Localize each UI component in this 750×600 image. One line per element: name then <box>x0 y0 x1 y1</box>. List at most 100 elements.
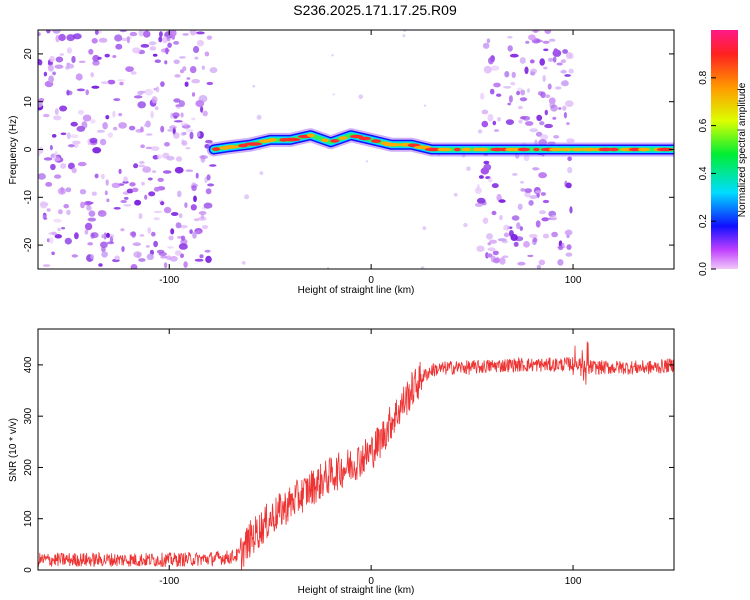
noise-blob <box>59 105 68 112</box>
carrier-hotspot <box>598 147 612 152</box>
noise-blob <box>542 40 550 44</box>
noise-blob <box>151 146 160 151</box>
noise-blob <box>175 156 183 162</box>
noise-blob <box>200 155 206 163</box>
noise-blob <box>153 87 158 91</box>
noise-blob <box>532 237 538 243</box>
noise-blob <box>184 202 188 209</box>
noise-blob <box>162 170 172 174</box>
noise-blob <box>77 161 87 167</box>
colorbar-tick-label: 0.0 <box>698 262 709 276</box>
noise-blob <box>502 255 509 258</box>
colorbar-tick-label: 0.2 <box>698 214 709 228</box>
noise-blob <box>204 249 211 253</box>
noise-blob <box>87 217 97 222</box>
noise-blob <box>99 138 107 146</box>
noise-blob <box>194 258 204 262</box>
noise-blob <box>562 105 567 111</box>
noise-blob <box>505 119 514 125</box>
noise-blob <box>91 38 98 44</box>
noise-blob <box>567 166 573 174</box>
noise-blob <box>130 264 138 269</box>
noise-blob <box>119 30 127 33</box>
noise-blob <box>542 199 550 204</box>
noise-blob <box>488 57 494 65</box>
noise-blob <box>71 254 79 258</box>
noise-blob <box>192 231 197 239</box>
noise-blob <box>530 68 538 74</box>
noise-blob <box>544 94 551 98</box>
noise-blob <box>90 254 94 260</box>
noise-blob <box>154 106 159 111</box>
noise-blob <box>178 213 183 219</box>
noise-blob <box>186 77 191 80</box>
noise-blob <box>104 53 110 58</box>
noise-blob <box>151 96 158 104</box>
noise-blob <box>98 263 103 267</box>
noise-blob <box>78 109 84 115</box>
noise-blob <box>548 38 556 42</box>
colorbar-tick-label: 0.6 <box>698 118 709 132</box>
noise-blob <box>50 163 56 171</box>
noise-blob <box>503 224 510 231</box>
noise-blob <box>499 257 506 265</box>
noise-blob <box>60 132 67 136</box>
noise-blob <box>493 82 501 88</box>
noise-blob <box>65 187 72 193</box>
noise-blob <box>516 222 521 230</box>
snr-xtick-label: -100 <box>159 576 179 587</box>
snr-ytick-label: 100 <box>23 510 34 527</box>
noise-blob <box>160 125 165 133</box>
noise-blob <box>55 56 64 63</box>
noise-blob <box>109 236 114 243</box>
noise-blob <box>173 132 180 139</box>
noise-blob <box>513 241 519 247</box>
noise-blob <box>189 66 197 74</box>
noise-blob <box>96 129 105 133</box>
noise-blob <box>204 51 210 57</box>
noise-blob <box>60 186 64 194</box>
noise-blob <box>207 183 215 187</box>
noise-blob <box>101 234 105 239</box>
noise-blob <box>66 47 72 54</box>
noise-blob <box>170 228 175 235</box>
noise-blob <box>76 88 85 92</box>
noise-blob <box>78 60 86 63</box>
noise-blob <box>170 212 179 216</box>
noise-blob <box>73 141 79 149</box>
noise-blob <box>120 199 127 204</box>
noise-blob <box>533 30 538 33</box>
noise-blob <box>122 180 129 184</box>
carrier-hotspot <box>571 147 584 152</box>
noise-blob <box>144 194 148 200</box>
noise-blob <box>498 199 506 203</box>
noise-blob <box>160 255 168 259</box>
noise-blob <box>180 132 186 136</box>
noise-blob <box>525 121 534 126</box>
noise-blob <box>565 52 573 59</box>
noise-blob <box>538 172 547 179</box>
noise-blob <box>66 89 70 96</box>
noise-blob <box>524 188 532 194</box>
noise-blob <box>527 254 534 258</box>
noise-blob <box>133 163 139 169</box>
noise-blob <box>565 182 572 189</box>
noise-blob <box>511 71 516 79</box>
noise-blob <box>101 173 105 180</box>
noise-blob <box>140 44 150 48</box>
noise-blob <box>66 132 71 140</box>
noise-blob <box>481 120 489 128</box>
carrier-hotspot <box>453 147 461 152</box>
noise-blob <box>503 86 512 89</box>
noise-blob <box>156 154 162 160</box>
noise-blob <box>84 200 93 206</box>
snr-ytick-label: 0 <box>23 567 34 573</box>
noise-blob <box>168 235 174 241</box>
carrier-line-mid <box>210 131 674 153</box>
noise-blob <box>547 83 552 90</box>
noise-blob <box>138 213 143 220</box>
noise-blob <box>90 72 94 78</box>
noise-blob <box>153 186 160 192</box>
noise-blob <box>493 257 500 264</box>
noise-blob <box>203 202 213 209</box>
